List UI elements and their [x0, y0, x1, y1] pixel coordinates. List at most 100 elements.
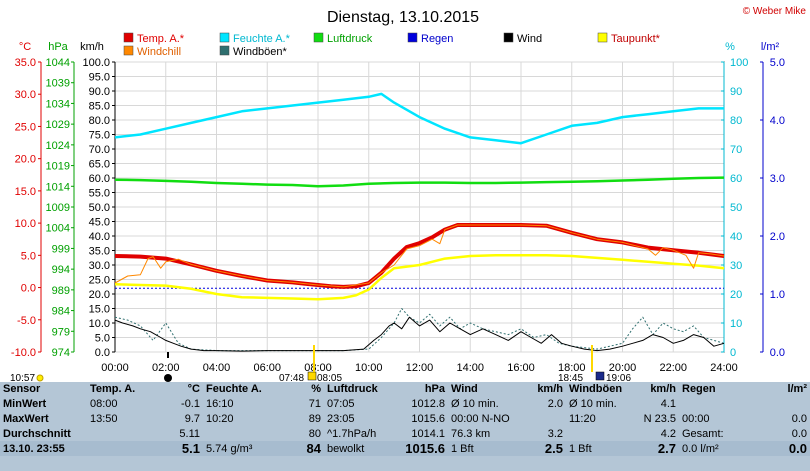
summary-cell: 10:20: [206, 412, 234, 425]
summary-cell: 71: [308, 398, 321, 411]
y-tick-label-temp: 30.0: [15, 89, 36, 101]
summary-cell: [679, 397, 759, 412]
series-line-taupunkt: [114, 254, 725, 301]
y-tick-label-pressure: 994: [52, 264, 70, 276]
summary-cell: 1 Bft: [448, 441, 510, 457]
y-tick-label-rain: 0.0: [770, 347, 785, 359]
summary-row-label: MinWert: [3, 398, 47, 411]
summary-cell: 00:00 N-NO 12.0: [451, 412, 510, 425]
y-tick-label-pressure: 974: [52, 347, 70, 359]
summary-cell: 16:10: [206, 398, 234, 411]
summary-row: MaxWert 13:50 9.7 10:20 89 23:05 1015.6 00:00 N…: [0, 412, 810, 427]
y-tick-label-humidity: 30: [730, 260, 742, 272]
moon3-label: 19:06: [606, 373, 631, 382]
time-markers: 10:57 07:48 08:05 18:45 19:06: [10, 345, 631, 382]
summary-cell: Temp. A.: [90, 383, 136, 396]
summary-cell: 89: [308, 412, 321, 425]
legend-label: Regen: [421, 33, 453, 45]
summary-cell: N 23.5: [643, 412, 676, 425]
y-tick-label-wind: 50.0: [89, 202, 110, 214]
x-tick-label: 10:00: [355, 362, 383, 374]
summary-row: Durchschnitt 5.11 80 ^1.7hPa/h 1014.1 76.3 km…: [0, 426, 810, 441]
y-tick-label-wind: 60.0: [89, 173, 110, 185]
summary-row-label: Sensor: [3, 383, 41, 396]
y-tick-label-temp: 20.0: [15, 154, 36, 166]
summary-cell: 23:05: [327, 412, 355, 425]
series-line-windchill: [114, 224, 725, 288]
x-tick-label: 00:00: [101, 362, 129, 374]
summary-row: MinWert 08:00 -0.1 16:10 71 07:05 1012.8 Ø 10 m…: [0, 397, 810, 412]
y-tick-label-wind: 15.0: [89, 304, 110, 316]
y-tick-label-pressure: 999: [52, 243, 70, 255]
sunset-icon: [595, 371, 605, 381]
moonset-label: 08:05: [317, 373, 342, 382]
summary-cell: Feuchte A.: [206, 383, 262, 396]
y-tick-label-pressure: 1029: [46, 119, 70, 131]
moonrise-label: 07:48: [279, 373, 304, 382]
y-tick-label-wind: 85.0: [89, 101, 110, 113]
legend-label: Luftdruck: [327, 33, 373, 45]
y-tick-label-pressure: 1034: [46, 98, 70, 110]
x-tick-label: 24:00: [710, 362, 738, 374]
y-tick-label-pressure: 1024: [46, 140, 70, 152]
copyright-label: © Weber Mike: [743, 6, 807, 17]
y-tick-label-temp: 35.0: [15, 57, 36, 69]
summary-cell: 76.3 km: [451, 427, 491, 440]
legend-label: Taupunkt*: [611, 33, 661, 45]
x-tick-label: 14:00: [456, 362, 484, 374]
moonrise-icon: [307, 371, 317, 381]
y-tick-label-humidity: 40: [730, 231, 742, 243]
summary-cell: 1015.6: [411, 412, 445, 425]
y-tick-label-rain: 1.0: [770, 289, 785, 301]
summary-cell: 3.2: [547, 427, 563, 440]
y-tick-label-wind: 20.0: [89, 289, 110, 301]
y-tick-label-humidity: 100: [730, 57, 748, 69]
summary-cell: 84: [287, 441, 324, 457]
summary-cell: 4.2: [660, 427, 676, 440]
summary-cell: 1015.6: [395, 441, 448, 457]
y-tick-label-rain: 3.0: [770, 173, 785, 185]
summary-cell: 2.7: [634, 441, 679, 457]
summary-cell: km/h: [537, 383, 563, 396]
summary-cell: [87, 426, 162, 441]
summary-cell: 80: [308, 427, 321, 440]
y-tick-label-humidity: 60: [730, 173, 742, 185]
series-line-wind: [114, 316, 725, 352]
summary-cell: 0.0: [791, 427, 807, 440]
summary-cell: 4.1: [660, 398, 676, 411]
y-tick-label-wind: 5.0: [95, 333, 110, 345]
legend-swatch: [313, 32, 324, 43]
y-tick-label-rain: 4.0: [770, 115, 785, 127]
summary-header-row: Sensor Temp. A. °C Feuchte A.% Luftdruck hPa W…: [0, 382, 810, 397]
y-tick-label-wind: 55.0: [89, 188, 110, 200]
x-tick-label: 08:00: [304, 362, 332, 374]
y-tick-label-pressure: 1009: [46, 202, 70, 214]
y-tick-label-temp: 25.0: [15, 121, 36, 133]
summary-row-label: 13.10. 23:55: [0, 441, 87, 457]
summary-cell: 9.7: [184, 412, 200, 425]
summary-cell: Wind: [451, 383, 478, 396]
y-tick-label-wind: 30.0: [89, 260, 110, 272]
plot-area: [114, 92, 725, 352]
legend-swatch: [219, 45, 230, 56]
summary-cell: 0.0: [759, 441, 810, 457]
y-tick-label-wind: 100.0: [82, 57, 110, 69]
summary-cell: km/h: [650, 383, 676, 396]
y-tick-label-wind: 90.0: [89, 86, 110, 98]
axis-title-wind: km/h: [80, 41, 104, 53]
summary-cell: 11:20: [569, 412, 596, 425]
summary-cell: 13:50: [90, 412, 118, 425]
chart-legend: Temp. A.* Feuchte A.* Luftdruck Regen Wind Ta…: [123, 32, 661, 58]
y-tick-label-temp: 5.0: [21, 250, 36, 262]
y-tick-label-pressure: 989: [52, 285, 70, 297]
axis-title-rain: l/m²: [761, 41, 780, 53]
legend-swatch: [503, 32, 514, 43]
summary-cell: [87, 441, 162, 457]
summary-cell: hPa: [424, 383, 445, 396]
legend-swatch: [123, 32, 134, 43]
y-tick-label-pressure: 984: [52, 306, 70, 318]
x-tick-label: 22:00: [659, 362, 687, 374]
summary-cell: Windböen: [569, 383, 623, 396]
y-tick-label-wind: 40.0: [89, 231, 110, 243]
summary-cell: 5.74 g/m³: [203, 441, 287, 457]
